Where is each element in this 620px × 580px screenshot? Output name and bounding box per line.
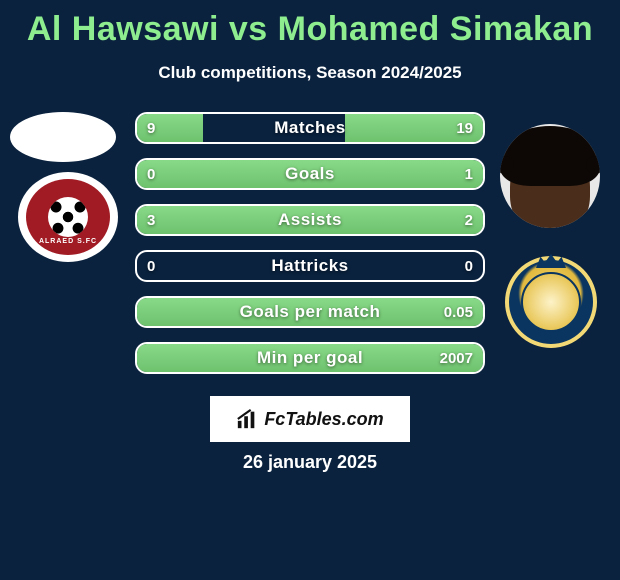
stat-label: Goals [137,160,483,188]
stat-label: Hattricks [137,252,483,280]
comparison-chart: 919Matches 01Goals 32Assists 00Hattricks 0.0… [135,112,485,388]
player-right-avatar [500,124,600,228]
branding-badge: FcTables.com [210,396,410,442]
subtitle: Club competitions, Season 2024/2025 [0,63,620,83]
player-left-avatar [10,112,116,162]
stat-row: 2007Min per goal [135,342,485,374]
stat-row: 01Goals [135,158,485,190]
stat-row: 32Assists [135,204,485,236]
stat-label: Goals per match [137,298,483,326]
player-left-club-badge: ALRAED S.FC [18,172,118,262]
date-label: 26 january 2025 [0,452,620,473]
page-title: Al Hawsawi vs Mohamed Simakan [0,0,620,49]
stat-row: 0.05Goals per match [135,296,485,328]
stat-row: 00Hattricks [135,250,485,282]
chart-icon [236,408,258,430]
stat-label: Min per goal [137,344,483,372]
stat-row: 919Matches [135,112,485,144]
player-right-club-badge [498,252,604,352]
stat-label: Matches [137,114,483,142]
soccer-ball-icon [48,197,88,237]
stat-label: Assists [137,206,483,234]
branding-text: FcTables.com [264,409,383,430]
